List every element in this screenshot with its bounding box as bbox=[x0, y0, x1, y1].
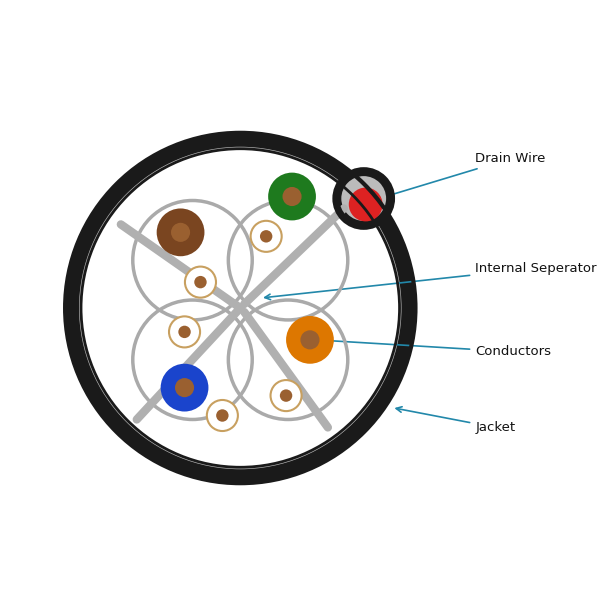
Circle shape bbox=[194, 276, 207, 288]
Text: Jacket: Jacket bbox=[396, 407, 516, 434]
Circle shape bbox=[156, 208, 205, 256]
Circle shape bbox=[80, 148, 400, 468]
Circle shape bbox=[283, 187, 302, 206]
Circle shape bbox=[65, 133, 415, 483]
Circle shape bbox=[161, 363, 208, 411]
Circle shape bbox=[270, 380, 302, 411]
Text: Internal Seperator: Internal Seperator bbox=[265, 262, 597, 300]
Circle shape bbox=[260, 230, 272, 243]
Circle shape bbox=[349, 187, 383, 221]
Circle shape bbox=[338, 172, 389, 224]
Circle shape bbox=[268, 172, 316, 221]
Circle shape bbox=[207, 400, 238, 431]
Circle shape bbox=[171, 223, 190, 242]
Circle shape bbox=[169, 317, 200, 347]
Circle shape bbox=[286, 316, 334, 363]
Text: Conductors: Conductors bbox=[320, 338, 551, 359]
Circle shape bbox=[301, 330, 320, 349]
Circle shape bbox=[79, 147, 402, 469]
Circle shape bbox=[280, 389, 292, 402]
Text: Drain Wire: Drain Wire bbox=[370, 152, 546, 202]
Circle shape bbox=[251, 221, 282, 252]
Circle shape bbox=[178, 326, 191, 338]
Circle shape bbox=[216, 409, 229, 422]
Circle shape bbox=[185, 267, 216, 298]
Circle shape bbox=[336, 171, 391, 225]
Circle shape bbox=[175, 378, 194, 397]
